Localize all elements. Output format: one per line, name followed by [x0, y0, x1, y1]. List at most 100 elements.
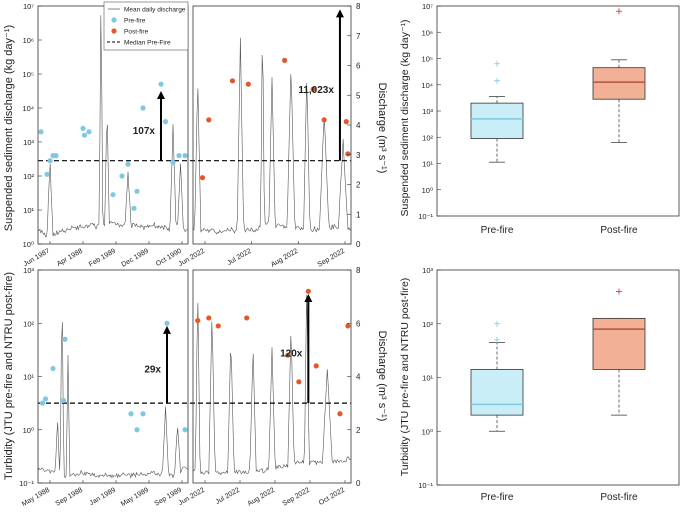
- y-tick-label: 10⁰: [422, 427, 433, 436]
- category-label: Pre-fire: [481, 225, 514, 236]
- post-fire-point: [343, 119, 349, 125]
- pre-fire-point: [170, 159, 176, 165]
- post-fire-point: [244, 315, 250, 321]
- post-fire-point: [206, 117, 212, 123]
- turbidity-post-panel-frame: [192, 269, 352, 484]
- y-tick-label: 10⁶: [422, 28, 433, 37]
- x-tick-label: Feb 1989: [88, 248, 117, 269]
- pre-fire-point: [62, 336, 68, 342]
- pre-fire-point: [182, 153, 188, 159]
- pre-fire-point: [134, 188, 140, 194]
- pre-fire-point: [47, 158, 53, 164]
- post-fire-point: [245, 81, 251, 87]
- pre-fire-point: [38, 129, 44, 135]
- pre-fire-point: [131, 205, 137, 211]
- y2-tick-label: 1: [356, 210, 361, 219]
- post-fire-increase-arrow-label: 11,023x: [298, 85, 334, 96]
- y-tick-label: 10⁷: [422, 2, 433, 11]
- y2-tick-label: 3: [356, 151, 361, 160]
- post-fire-discharge-line: [192, 294, 352, 476]
- y-tick-label: 10⁶: [23, 36, 34, 45]
- x-tick-label: Sep 2022: [282, 487, 312, 508]
- pre-fire-point: [110, 192, 116, 198]
- sediment-y2label: Discharge (m³ s⁻¹): [376, 83, 388, 174]
- x-tick-label: Jun 2022: [178, 248, 207, 269]
- sediment-box-ylabel: Suspended sediment discharge (kg day⁻¹): [399, 20, 411, 217]
- pre-fire-point: [39, 400, 46, 406]
- y-tick-label: 10⁻¹: [19, 479, 34, 488]
- y2-tick-label: 4: [356, 121, 361, 130]
- y-tick-label: 10²: [422, 320, 433, 329]
- pre-fire-point: [158, 81, 164, 87]
- pre-fire-discharge-line: [37, 322, 188, 479]
- y-tick-label: 10³: [422, 266, 433, 275]
- y-tick-label: 10¹: [23, 206, 34, 215]
- category-label: Pre-fire: [481, 492, 514, 503]
- x-tick-label: Jul 2022: [215, 487, 242, 506]
- pre-fire-point: [119, 173, 125, 179]
- legend: Mean daily discharge Pre-fire Post-fire …: [103, 1, 189, 51]
- pre-fire-point: [162, 119, 169, 125]
- y-tick-label: 10⁰: [23, 426, 34, 435]
- x-tick-label: Oct 2022: [318, 487, 346, 507]
- pre-fire-point: [50, 365, 56, 372]
- sediment-post-panel-frame: [192, 5, 352, 245]
- y-tick-label: 10⁴: [22, 104, 34, 113]
- post-fire-point: [310, 86, 316, 92]
- y2-tick-label: 6: [356, 62, 361, 71]
- post-fire-point: [345, 323, 351, 329]
- y-tick-label: 10⁵: [23, 70, 34, 79]
- turbidity-pre-panel-frame: [37, 269, 189, 484]
- x-tick-label: Jul 2022: [226, 248, 253, 267]
- post-fire-point: [337, 411, 343, 417]
- post-fire-discharge-line: [192, 37, 352, 235]
- y-tick-label: 10⁰: [23, 240, 34, 249]
- pre-fire-increase-arrow-label: 107x: [133, 126, 156, 137]
- box-iqr: [592, 67, 646, 100]
- y-tick-label: 10⁷: [23, 2, 34, 11]
- post-fire-increase-arrow-head: [335, 9, 344, 18]
- turbidity-box-ylabel: Turbidity (JTU pre-fire and NTRU post-fi…: [399, 278, 411, 477]
- post-fire-point: [199, 175, 206, 181]
- pre-fire-point: [42, 396, 49, 402]
- pre-fire-discharge-line: [37, 15, 189, 238]
- pre-fire-point: [140, 411, 146, 417]
- sediment-timeseries-chart: Suspended sediment discharge (kg day⁻¹) …: [3, 1, 388, 269]
- post-fire-point: [305, 288, 311, 294]
- post-fire-point: [321, 117, 327, 123]
- y-tick-label: 10⁵: [422, 55, 433, 64]
- x-tick-label: Dec 1989: [121, 248, 151, 269]
- pre-fire-point: [86, 129, 92, 135]
- y2-tick-label: 2: [356, 426, 361, 435]
- post-fire-point: [296, 379, 302, 385]
- post-fire-point: [206, 315, 212, 321]
- y2-tick-label: 6: [356, 319, 361, 328]
- pre-fire-point: [164, 320, 170, 326]
- turbidity-box-frame: [436, 269, 680, 486]
- y-tick-label: 10⁻¹: [418, 212, 433, 221]
- pre-fire-point: [125, 161, 131, 167]
- y-tick-label: 10¹: [422, 160, 433, 169]
- y-tick-label: 10⁻¹: [418, 481, 433, 490]
- pre-fire-point: [140, 105, 146, 111]
- pre-fire-point: [60, 397, 67, 404]
- y2-tick-label: 7: [356, 32, 361, 41]
- legend-pre-fire-swatch: [111, 17, 117, 23]
- category-label: Post-fire: [600, 492, 638, 503]
- pre-fire-increase-arrow-label: 29x: [144, 365, 161, 376]
- y-tick-label: 10²: [23, 319, 34, 328]
- y-tick-label: 10²: [422, 133, 433, 142]
- box-iqr: [592, 317, 646, 370]
- turbidity-timeseries-chart: Turbidity (JTU pre-fire and NTRU post-fi…: [3, 266, 388, 508]
- post-fire-point: [282, 57, 288, 64]
- y-tick-label: 10³: [23, 138, 34, 147]
- pre-fire-point: [44, 171, 50, 177]
- post-fire-point: [195, 317, 201, 324]
- pre-fire-point: [53, 153, 59, 159]
- box-outlier: [494, 60, 500, 67]
- pre-fire-point: [80, 125, 86, 131]
- turbidity-ylabel: Turbidity (JTU pre-fire and NTRU post-fi…: [3, 272, 15, 480]
- x-tick-label: Jun 2022: [178, 487, 207, 508]
- category-label: Post-fire: [600, 225, 638, 236]
